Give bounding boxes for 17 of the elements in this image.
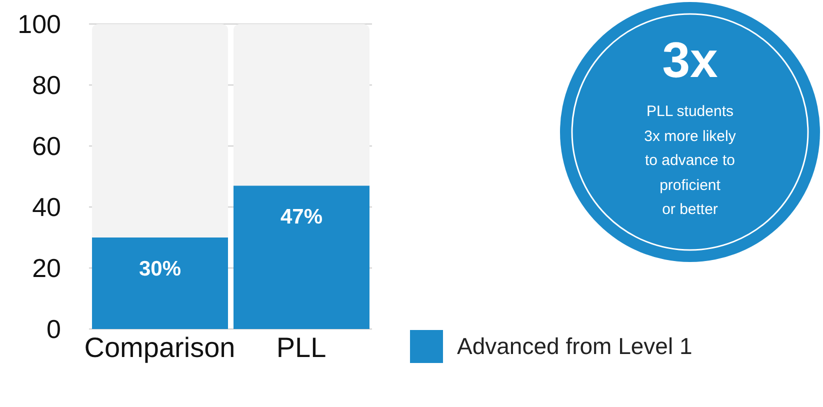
y-tick-label: 60 bbox=[32, 131, 61, 162]
data-label: 30% bbox=[138, 258, 182, 280]
bar bbox=[92, 238, 228, 329]
y-tick-label: 100 bbox=[18, 9, 61, 40]
bar bbox=[234, 24, 370, 186]
y-tick-label: 80 bbox=[32, 70, 61, 100]
text: 3x bbox=[661, 32, 719, 88]
bar bbox=[234, 186, 370, 329]
x-tick-label: PLL bbox=[276, 332, 326, 363]
text: PLL students 3x more likely to advance to proficient or better bbox=[643, 102, 737, 220]
x-tick-label: Comparison bbox=[84, 332, 236, 363]
y-tick-label: 40 bbox=[32, 192, 61, 222]
legend-label: Advanced from Level 1 bbox=[457, 333, 692, 360]
y-tick-label: 0 bbox=[46, 314, 61, 344]
data-label: 47% bbox=[280, 206, 323, 229]
bar bbox=[92, 24, 228, 238]
y-tick-label: 20 bbox=[32, 253, 61, 284]
